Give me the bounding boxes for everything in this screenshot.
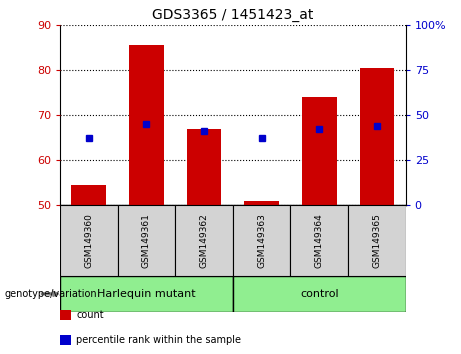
Bar	[71, 185, 106, 205]
Bar	[175, 205, 233, 276]
Text: GSM149362: GSM149362	[200, 213, 208, 268]
Bar	[129, 45, 164, 205]
Bar	[118, 205, 175, 276]
Bar	[348, 205, 406, 276]
Bar	[60, 276, 233, 312]
Bar	[60, 205, 118, 276]
Text: Harlequin mutant: Harlequin mutant	[97, 289, 195, 299]
Bar	[244, 201, 279, 205]
Bar	[290, 205, 348, 276]
Bar	[187, 129, 221, 205]
Text: control: control	[300, 289, 338, 299]
Text: count: count	[76, 310, 104, 320]
Bar	[360, 68, 394, 205]
Bar	[233, 205, 290, 276]
Text: GSM149361: GSM149361	[142, 213, 151, 268]
Text: genotype/variation: genotype/variation	[5, 289, 97, 299]
Text: GSM149365: GSM149365	[372, 213, 381, 268]
Text: GSM149364: GSM149364	[315, 213, 324, 268]
Text: GSM149360: GSM149360	[84, 213, 93, 268]
Bar	[302, 97, 337, 205]
Text: percentile rank within the sample: percentile rank within the sample	[76, 335, 241, 345]
Text: GSM149363: GSM149363	[257, 213, 266, 268]
Title: GDS3365 / 1451423_at: GDS3365 / 1451423_at	[152, 8, 313, 22]
Bar	[233, 276, 406, 312]
